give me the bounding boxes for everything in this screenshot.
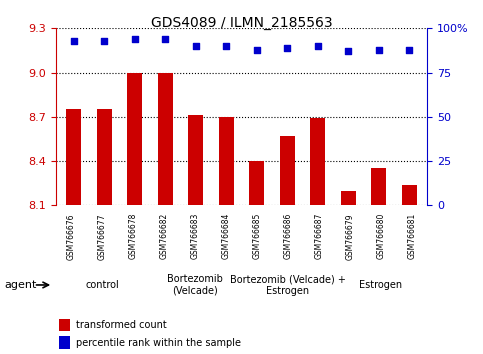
Point	[314, 43, 322, 49]
Point	[222, 43, 230, 49]
Bar	[310, 118, 326, 205]
Bar	[59, 336, 71, 349]
Point	[375, 47, 383, 52]
Text: GSM766680: GSM766680	[376, 213, 385, 259]
Point	[70, 38, 78, 44]
Text: GSM766683: GSM766683	[190, 213, 199, 259]
Bar	[401, 185, 417, 205]
Point	[344, 48, 352, 54]
Text: percentile rank within the sample: percentile rank within the sample	[76, 338, 241, 348]
Text: Bortezomib (Velcade) +
Estrogen: Bortezomib (Velcade) + Estrogen	[230, 274, 346, 296]
Text: control: control	[85, 280, 119, 290]
Text: GSM766684: GSM766684	[222, 213, 230, 259]
Text: GSM766676: GSM766676	[67, 213, 75, 259]
Bar	[97, 109, 112, 205]
Bar	[249, 161, 264, 205]
Point	[100, 38, 108, 44]
Text: GSM766687: GSM766687	[314, 213, 324, 259]
Text: GSM766686: GSM766686	[284, 213, 293, 259]
Bar	[66, 109, 82, 205]
Text: Bortezomib
(Velcade): Bortezomib (Velcade)	[167, 274, 223, 296]
Point	[284, 45, 291, 51]
Bar	[157, 73, 173, 205]
Text: transformed count: transformed count	[76, 320, 167, 330]
Text: agent: agent	[5, 280, 37, 290]
Bar	[127, 73, 142, 205]
Point	[192, 43, 199, 49]
Text: GSM766678: GSM766678	[128, 213, 138, 259]
Point	[131, 36, 139, 42]
Bar	[188, 115, 203, 205]
Point	[253, 47, 261, 52]
Text: GSM766677: GSM766677	[98, 213, 107, 259]
Text: GSM766679: GSM766679	[345, 213, 355, 259]
Bar	[59, 319, 71, 331]
Bar	[219, 117, 234, 205]
Text: GDS4089 / ILMN_2185563: GDS4089 / ILMN_2185563	[151, 16, 332, 30]
Point	[405, 47, 413, 52]
Bar	[280, 136, 295, 205]
Bar	[341, 190, 356, 205]
Text: GSM766681: GSM766681	[408, 213, 416, 259]
Text: GSM766685: GSM766685	[253, 213, 261, 259]
Text: GSM766682: GSM766682	[159, 213, 169, 259]
Text: Estrogen: Estrogen	[359, 280, 402, 290]
Point	[161, 36, 169, 42]
Bar	[371, 169, 386, 205]
